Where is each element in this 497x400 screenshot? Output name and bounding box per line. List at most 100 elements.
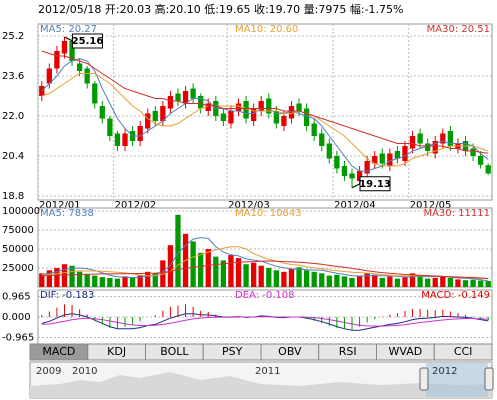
volume-bar (213, 256, 219, 287)
candle-body (409, 136, 416, 149)
y-tick-label: 22.0 (2, 111, 24, 122)
volume-bar (273, 270, 279, 287)
volume-bar (470, 279, 476, 287)
volume-bar (372, 274, 378, 287)
tab-label[interactable]: PSY (222, 345, 243, 358)
x-tick-label: 2012/04 (334, 200, 376, 211)
volume-bar (46, 270, 52, 287)
volume-bar (220, 260, 227, 287)
volume-bar (84, 274, 90, 287)
volume-bar (349, 277, 355, 287)
candle-body (175, 93, 181, 101)
x-tick-label: 2012/02 (115, 200, 157, 211)
candle-body (258, 101, 264, 111)
tab-label[interactable]: RSI (339, 345, 357, 358)
volume-bar (478, 280, 484, 287)
candle-body (152, 111, 158, 121)
tab[interactable]: WVAD (376, 343, 435, 361)
candle-body (243, 101, 249, 119)
tab-label[interactable]: KDJ (107, 345, 126, 358)
legend-entry: MA10: 20.60 (235, 24, 298, 35)
candle-body (182, 91, 189, 104)
volume-bar (462, 280, 469, 287)
candle-body (220, 113, 227, 121)
volume-bar (326, 275, 332, 287)
series-line (41, 316, 489, 327)
candle-body (326, 143, 332, 159)
candle-body (46, 68, 52, 84)
candle-body (364, 161, 370, 174)
candle-body (402, 146, 408, 161)
annotation-leader (64, 36, 73, 42)
y-tick-label: 75000 (2, 225, 34, 236)
y-tick-label: 0.000 (2, 312, 31, 323)
tab-label[interactable]: MACD (42, 345, 75, 358)
navigator-window[interactable] (426, 363, 488, 397)
volume-bar (235, 258, 242, 287)
volume-bar (107, 277, 113, 287)
candle-body (251, 108, 257, 121)
navigator-label: 2010 (72, 366, 97, 377)
legend-entry: MA30: 20.51 (427, 24, 490, 35)
navigator-handle[interactable] (484, 367, 494, 391)
tab[interactable]: OBV (260, 343, 320, 361)
tab-label[interactable]: WVAD (389, 345, 423, 358)
navigator-handle[interactable] (419, 367, 429, 391)
candle-body (205, 103, 211, 111)
annotation: 19.13 (359, 179, 391, 190)
navigator-label: 2011 (255, 366, 280, 377)
volume-bar (228, 255, 234, 287)
navigator-label: 2009 (36, 366, 61, 377)
tab-label[interactable]: BOLL (160, 345, 189, 358)
candle-body (303, 108, 310, 126)
volume-bar (356, 275, 363, 287)
y-tick-label: -0.965 (2, 333, 34, 344)
tab[interactable]: RSI (318, 343, 377, 361)
tab[interactable]: PSY (202, 343, 262, 361)
tab[interactable]: BOLL (145, 343, 204, 361)
tab[interactable]: CCI (433, 343, 493, 361)
candle-body (417, 133, 423, 144)
y-tick-label: 100000 (2, 206, 40, 217)
tab-label[interactable]: OBV (278, 345, 302, 358)
candle-body (198, 96, 204, 109)
volume-bar (288, 268, 295, 287)
volume-bar (409, 273, 416, 287)
volume-bar (417, 275, 423, 287)
candle-body (372, 156, 378, 164)
legend-entry: MA10: 10643 (235, 208, 302, 219)
volume-bar (76, 271, 83, 287)
candle-body (61, 41, 68, 54)
candle-body (334, 156, 340, 169)
volume-bar (402, 277, 408, 287)
volume-bar (175, 214, 181, 287)
volume-bar (485, 280, 491, 287)
candle-body (84, 68, 90, 84)
candle-body (394, 151, 401, 159)
volume-bar (334, 274, 340, 287)
candle-body (107, 118, 113, 136)
volume-bar (364, 273, 370, 287)
volume-bar (198, 252, 204, 287)
volume-bar (447, 277, 454, 287)
volume-bar (258, 265, 264, 287)
volume-bar (303, 270, 310, 287)
tab[interactable]: KDJ (87, 343, 146, 361)
tab-label[interactable]: CCI (454, 345, 473, 358)
tab-button[interactable] (433, 343, 493, 361)
candle-body (266, 98, 272, 114)
volume-bar (145, 271, 151, 287)
x-tick-label: 2012/05 (410, 200, 452, 211)
volume-bar (296, 267, 302, 287)
candle-body (167, 96, 174, 109)
tab[interactable]: MACD (29, 343, 89, 361)
volume-bar (432, 277, 438, 287)
candle-body (288, 106, 295, 119)
candle-body (349, 173, 355, 179)
annotation-leader (351, 183, 361, 189)
legend-entry: MACD: -0.149 (421, 290, 490, 301)
candle-body (425, 143, 431, 151)
y-tick-label: 23.6 (2, 71, 24, 82)
candle-body (114, 133, 121, 146)
candle-body (319, 133, 325, 146)
